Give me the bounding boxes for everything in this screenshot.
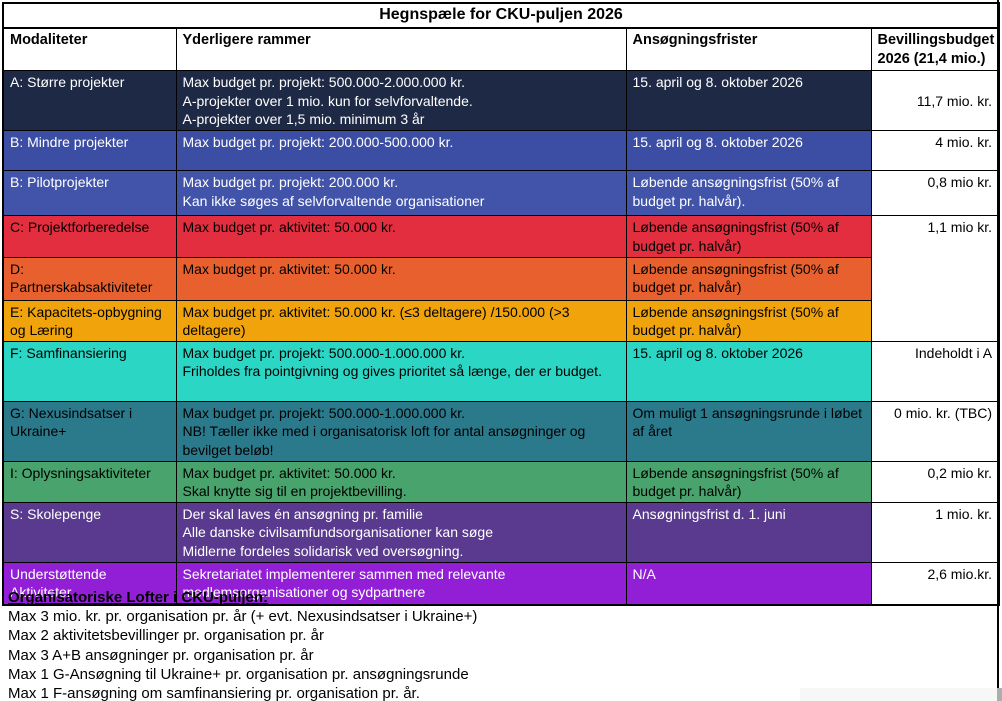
frist-cell: Løbende ansøgningsfrist (50% af budget p… — [625, 256, 872, 301]
rammer-cell: Max budget pr. aktivitet: 50.000 kr. (≤3… — [175, 299, 627, 343]
rammer-cell: Max budget pr. aktivitet: 50.000 kr. — [175, 215, 627, 258]
page-edge-border — [997, 0, 999, 688]
horizontal-scrollbar-track[interactable] — [800, 688, 1002, 701]
modality-cell: C: Projektforberedelse — [2, 215, 177, 258]
frist-cell: Løbende ansøgningsfrist (50% af budget p… — [625, 460, 872, 504]
modality-cell: B: Pilotprojekter — [2, 170, 177, 217]
table-row-understottende: Understøttende Aktiviteter Sekretariatet… — [2, 561, 1000, 606]
rammer-cell: Der skal laves én ansøgning pr. familie … — [175, 502, 627, 563]
budget-cell: 1 mio. kr. — [870, 502, 1000, 563]
modality-cell: D: Partnerskabsaktiviteter — [2, 256, 177, 301]
frist-cell: 15. april og 8. oktober 2026 — [625, 70, 872, 132]
rammer-cell: Max budget pr. projekt: 200.000-500.000 … — [175, 130, 627, 172]
footer-line: Max 1 F-ansøgning om samfinansiering pr.… — [8, 685, 420, 701]
table-row-d: D: Partnerskabsaktiviteter Max budget pr… — [2, 256, 1000, 301]
table-row: Hegnspæle for CKU-puljen 2026 — [1, 2, 1001, 29]
rammer-cell: Max budget pr. aktivitet: 50.000 kr. Ska… — [175, 460, 627, 504]
modality-cell: B: Mindre projekter — [2, 130, 177, 172]
footer-line: Max 1 G-Ansøgning til Ukraine+ pr. organ… — [8, 665, 469, 683]
column-header-modaliteter: Modaliteter — [2, 27, 177, 72]
frist-cell: Løbende ansøgningsfrist (50% af budget p… — [625, 215, 872, 258]
table-row-b-pilot: B: Pilotprojekter Max budget pr. projekt… — [2, 170, 1000, 217]
rammer-cell: Sekretariatet implementerer sammen med r… — [175, 561, 627, 606]
column-header-bevillingsbudget: Bevillingsbudget 2026 (21,4 mio.) — [870, 27, 1000, 72]
rammer-cell: Max budget pr. projekt: 500.000-1.000.00… — [175, 341, 627, 403]
table-row-f: F: Samfinansiering Max budget pr. projek… — [2, 341, 1000, 403]
modality-cell: E: Kapacitets-opbygning og Læring — [2, 299, 177, 343]
budget-cell: 0 mio. kr. (TBC) — [870, 401, 1000, 462]
rammer-cell: Max budget pr. projekt: 500.000-2.000.00… — [175, 70, 627, 132]
footer-line: Max 2 aktivitetsbevillinger pr. organisa… — [8, 627, 324, 645]
modality-cell: G: Nexusindsatser i Ukraine+ — [2, 401, 177, 462]
table-row-i: I: Oplysningsaktiviteter Max budget pr. … — [2, 460, 1000, 504]
budget-cell: 0,8 mio kr. — [870, 170, 1000, 217]
scrollbar-corner — [997, 688, 1002, 701]
modality-cell: A: Større projekter — [2, 70, 177, 132]
modality-cell: Understøttende Aktiviteter — [2, 561, 177, 606]
table-row-b-mindre: B: Mindre projekter Max budget pr. proje… — [2, 130, 1000, 172]
budget-cell: 4 mio. kr. — [870, 130, 1000, 172]
page-title: Hegnspæle for CKU-puljen 2026 — [1, 2, 1001, 29]
table-row-c: C: Projektforberedelse Max budget pr. ak… — [2, 215, 1000, 343]
table-row-s: S: Skolepenge Der skal laves én ansøgnin… — [2, 502, 1000, 563]
budget-cell: 2,6 mio.kr. — [870, 561, 1000, 606]
modality-cell: S: Skolepenge — [2, 502, 177, 563]
table-row-g: G: Nexusindsatser i Ukraine+ Max budget … — [2, 401, 1000, 462]
budget-cell: 11,7 mio. kr. — [870, 70, 1000, 132]
budget-cell: Indeholdt i A — [870, 341, 1000, 403]
frist-cell: 15. april og 8. oktober 2026 — [625, 130, 872, 172]
frist-cell: Løbende ansøgningsfrist (50% af budget p… — [625, 299, 872, 343]
rammer-cell: Max budget pr. projekt: 200.000 kr. Kan … — [175, 170, 627, 217]
cku-pool-table: Hegnspæle for CKU-puljen 2026 Modalitete… — [1, 2, 1001, 607]
table-header-row: Modaliteter Yderligere rammer Ansøgnings… — [2, 27, 1000, 72]
modality-cell: F: Samfinansiering — [2, 341, 177, 403]
frist-cell: Ansøgningsfrist d. 1. juni — [625, 502, 872, 563]
organisational-limits-section: Organisatoriske Lofter i CKU-puljen: Max… — [8, 588, 868, 701]
frist-cell: Om muligt 1 ansøgningsrunde i løbet af å… — [625, 401, 872, 462]
table-row-a: A: Større projekter Max budget pr. proje… — [2, 70, 1000, 132]
footer-heading: Organisatoriske Lofter i CKU-puljen: — [8, 589, 269, 606]
budget-cell: 0,2 mio kr. — [870, 460, 1000, 504]
column-header-yderligere-rammer: Yderligere rammer — [175, 27, 627, 72]
rammer-cell: Max budget pr. aktivitet: 50.000 kr. — [175, 256, 627, 301]
footer-line: Max 3 mio. kr. pr. organisation pr. år (… — [8, 608, 478, 626]
table-row-e: E: Kapacitets-opbygning og Læring Max bu… — [2, 299, 1000, 343]
column-header-ansogningsfrister: Ansøgningsfrister — [625, 27, 872, 72]
frist-cell: 15. april og 8. oktober 2026 — [625, 341, 872, 403]
rammer-cell: Max budget pr. projekt: 500.000-1.000.00… — [175, 401, 627, 462]
frist-cell: Løbende ansøgningsfrist (50% af budget p… — [625, 170, 872, 217]
budget-cell-merged-cde: 1,1 mio kr. — [870, 215, 1000, 343]
modality-cell: I: Oplysningsaktiviteter — [2, 460, 177, 504]
footer-line: Max 3 A+B ansøgninger pr. organisation p… — [8, 646, 314, 664]
